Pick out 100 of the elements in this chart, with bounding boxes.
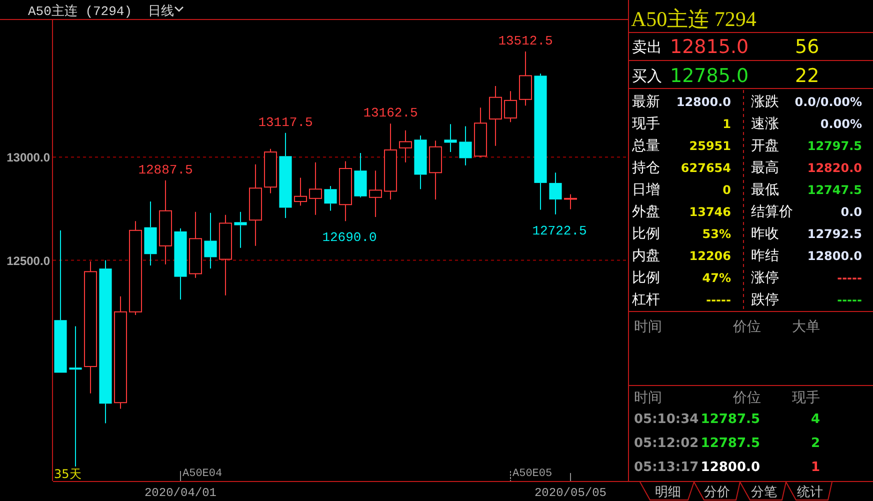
candlestick xyxy=(219,214,232,296)
candlestick xyxy=(84,260,97,394)
candlestick xyxy=(459,126,472,166)
chart-title: A50主连 (7294) xyxy=(28,3,132,19)
text: 22 xyxy=(795,65,820,87)
y-tick-label: 13000.0 xyxy=(6,150,50,165)
text: 涨跌 xyxy=(751,94,779,110)
candlestick xyxy=(354,152,367,198)
text: 统计 xyxy=(797,485,823,500)
candlestick xyxy=(189,211,202,278)
text: 内盘 xyxy=(632,248,660,264)
candlestick xyxy=(174,228,187,300)
annotation: 13512.5 xyxy=(498,33,553,48)
candlestick xyxy=(309,162,322,216)
text: 买入 xyxy=(632,67,662,85)
annotation: A50E05 xyxy=(512,468,552,480)
text: 12747.5 xyxy=(807,183,862,197)
candlestick xyxy=(429,140,442,200)
candlestick xyxy=(414,135,427,190)
candlestick xyxy=(249,164,262,246)
text: 12815.0 xyxy=(670,36,749,58)
text: 分笔 xyxy=(751,485,777,500)
annotation: 13117.5 xyxy=(258,114,313,130)
text: 最高 xyxy=(751,160,779,176)
annotation: 12887.5 xyxy=(138,162,193,178)
text: 最新 xyxy=(632,94,660,110)
text: 杠杆 xyxy=(631,292,660,308)
text: 分价 xyxy=(704,485,730,500)
text: 1 xyxy=(722,117,731,131)
candlestick xyxy=(384,123,397,200)
text: 12787.5 xyxy=(700,412,760,427)
text: 比例 xyxy=(632,270,660,286)
text: 05:12:02 xyxy=(634,436,699,451)
text: 12797.5 xyxy=(807,139,862,153)
candlestick xyxy=(444,124,457,153)
annotation: 12690.0 xyxy=(322,230,377,246)
text: 大单 xyxy=(792,319,820,335)
candlestick xyxy=(279,132,292,219)
text: 时间 xyxy=(634,390,662,406)
text: 涨停 xyxy=(751,270,779,286)
candlestick xyxy=(339,160,352,222)
candlestick xyxy=(234,211,247,248)
text: 53% xyxy=(702,227,731,241)
candlestick xyxy=(69,326,82,468)
text: ----- xyxy=(837,293,862,307)
text: 12800.0 xyxy=(676,95,731,109)
text: 现手 xyxy=(792,390,820,406)
text: 12800.0 xyxy=(700,460,760,475)
x-tick-label: 2020/04/01 xyxy=(144,486,217,500)
candlestick xyxy=(99,260,112,424)
text: ----- xyxy=(706,293,732,307)
text: 最低 xyxy=(751,182,779,198)
text: 0 xyxy=(722,183,731,197)
text: 25951 xyxy=(689,139,731,153)
text: 价位 xyxy=(732,319,761,335)
annotation: 35天 xyxy=(54,467,82,481)
text: 05:13:17 xyxy=(634,460,699,475)
text: ----- xyxy=(837,271,862,285)
candlestick xyxy=(144,201,157,266)
text: 13746 xyxy=(689,205,731,219)
text: 速涨 xyxy=(751,116,779,132)
text: 627654 xyxy=(680,161,731,175)
text: 05:10:34 xyxy=(634,412,699,427)
text: 昨收 xyxy=(751,226,779,242)
text: 价位 xyxy=(732,390,761,406)
text: 12800.0 xyxy=(807,249,862,263)
text: 47% xyxy=(702,271,731,285)
candlestick xyxy=(489,86,502,146)
candlestick xyxy=(204,212,217,270)
text: 0.0/0.00% xyxy=(794,95,862,109)
text: 12787.5 xyxy=(700,436,760,451)
candlestick xyxy=(534,73,547,210)
candlestick xyxy=(159,180,172,265)
text: 0.0 xyxy=(840,205,862,219)
text: 明细 xyxy=(655,485,681,500)
text: 外盘 xyxy=(632,204,660,220)
candlestick xyxy=(369,170,382,218)
text: 开盘 xyxy=(751,138,779,154)
x-tick-label: 2020/05/05 xyxy=(534,486,607,500)
text: 12792.5 xyxy=(807,227,862,241)
text: A50主连 7294 xyxy=(631,7,757,31)
annotation: 12722.5 xyxy=(532,223,587,238)
candlestick xyxy=(399,130,412,163)
text: 比例 xyxy=(632,226,660,242)
text: 12206 xyxy=(689,249,731,263)
text: 56 xyxy=(795,36,820,58)
text: 0.00% xyxy=(820,117,862,131)
annotation: 13162.5 xyxy=(363,106,418,121)
chart-subtitle: 日线 xyxy=(148,4,174,19)
text: 12785.0 xyxy=(670,65,749,87)
text: 现手 xyxy=(632,116,660,132)
candlestick xyxy=(549,172,562,215)
text: 持仓 xyxy=(632,160,660,176)
text: 2 xyxy=(810,436,820,451)
text: 昨结 xyxy=(751,248,779,264)
text: 日增 xyxy=(632,182,660,198)
text: 跌停 xyxy=(751,292,779,308)
text: 时间 xyxy=(634,319,662,335)
candlestick xyxy=(324,186,337,212)
text: 总量 xyxy=(631,138,660,154)
